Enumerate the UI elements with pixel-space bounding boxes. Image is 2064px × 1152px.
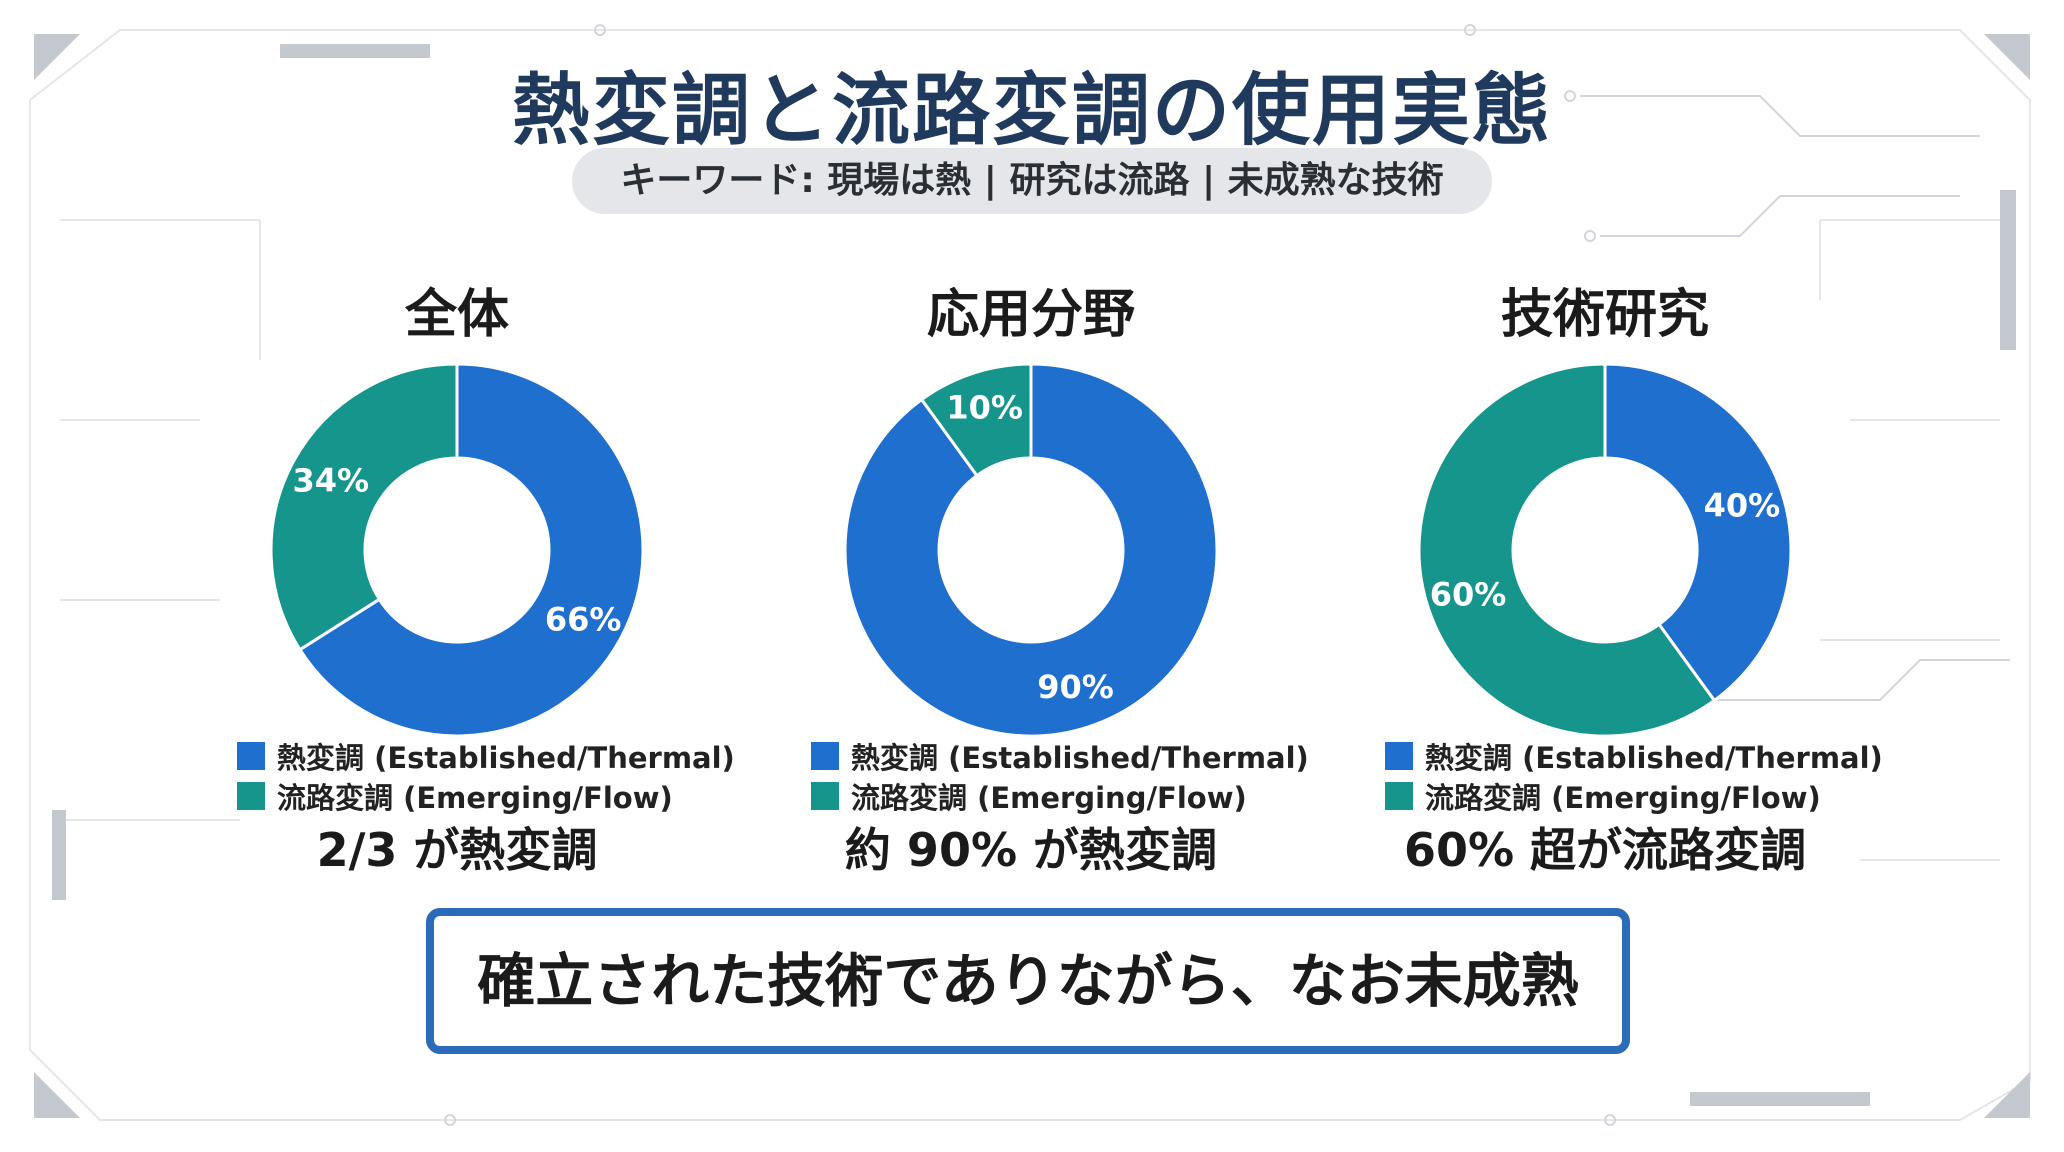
legend-label-thermal: 熱変調 (Established/Thermal)	[277, 741, 735, 775]
legend-item-thermal: 熱変調 (Established/Thermal)	[237, 736, 757, 776]
donut-label-flow: 10%	[946, 388, 1023, 426]
donut-label-thermal: 90%	[1037, 668, 1114, 706]
donut-label-thermal: 66%	[545, 600, 622, 638]
donut-chart-overall: 66% 34%	[269, 362, 645, 738]
donut-slice-flow	[269, 362, 459, 652]
legend-swatch-flow	[1385, 782, 1413, 810]
legend-swatch-flow	[237, 782, 265, 810]
legend-label-flow: 流路変調 (Emerging/Flow)	[277, 781, 673, 815]
summary-research: 60% 超が流路変調	[1403, 823, 1807, 877]
keywords-pill: キーワード: 現場は熱 | 研究は流路 | 未成熟な技術	[572, 148, 1492, 214]
legend-item-flow: 流路変調 (Emerging/Flow)	[1385, 776, 1905, 816]
chart-title-research: 技術研究	[1500, 285, 1709, 345]
legend-item-thermal: 熱変調 (Established/Thermal)	[811, 736, 1331, 776]
donut-chart-applications: 90% 10%	[843, 362, 1219, 738]
donut-slice-thermal	[843, 362, 1219, 738]
legend-research: 熱変調 (Established/Thermal) 流路変調 (Emerging…	[1385, 736, 1905, 816]
donut-slice-thermal	[1603, 362, 1793, 703]
page-title: 熱変調と流路変調の使用実態	[511, 66, 1552, 156]
legend-swatch-thermal	[237, 742, 265, 770]
legend-applications: 熱変調 (Established/Thermal) 流路変調 (Emerging…	[811, 736, 1331, 816]
legend-item-flow: 流路変調 (Emerging/Flow)	[237, 776, 757, 816]
legend-swatch-thermal	[811, 742, 839, 770]
chart-title-overall: 全体	[404, 285, 509, 345]
donut-slice-thermal	[297, 362, 645, 738]
legend-label-flow: 流路変調 (Emerging/Flow)	[1425, 781, 1821, 815]
legend-label-flow: 流路変調 (Emerging/Flow)	[851, 781, 1247, 815]
donut-chart-research: 40% 60%	[1417, 362, 1793, 738]
donut-label-flow: 34%	[293, 462, 370, 500]
donut-label-thermal: 40%	[1704, 487, 1781, 525]
chart-title-applications: 応用分野	[926, 285, 1135, 345]
donut-slice-flow	[1417, 362, 1717, 738]
legend-label-thermal: 熱変調 (Established/Thermal)	[1425, 741, 1883, 775]
legend-swatch-thermal	[1385, 742, 1413, 770]
legend-overall: 熱変調 (Established/Thermal) 流路変調 (Emerging…	[237, 736, 757, 816]
summary-overall: 2/3 が熱変調	[316, 823, 598, 877]
summary-applications: 約 90% が熱変調	[844, 823, 1218, 877]
legend-item-flow: 流路変調 (Emerging/Flow)	[811, 776, 1331, 816]
legend-swatch-flow	[811, 782, 839, 810]
legend-item-thermal: 熱変調 (Established/Thermal)	[1385, 736, 1905, 776]
donut-label-flow: 60%	[1430, 575, 1507, 613]
legend-label-thermal: 熱変調 (Established/Thermal)	[851, 741, 1309, 775]
conclusion-box: 確立された技術でありながら、なお未成熟	[426, 908, 1630, 1054]
donut-slice-flow	[919, 362, 1033, 478]
